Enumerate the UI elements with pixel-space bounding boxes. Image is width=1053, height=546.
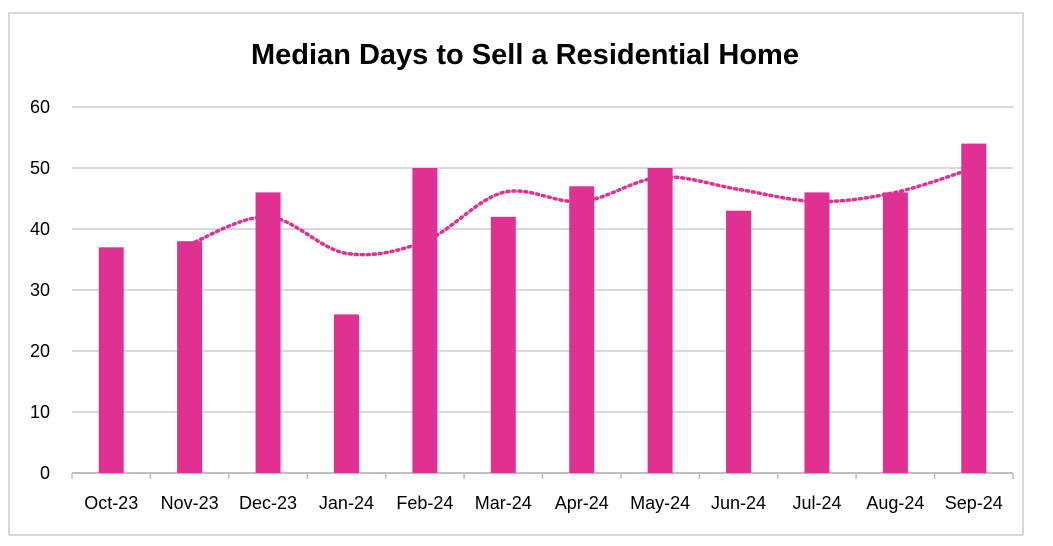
x-tick-label: Aug-24 bbox=[866, 493, 924, 513]
gridlines bbox=[71, 106, 1014, 479]
bar bbox=[177, 241, 203, 473]
bar bbox=[255, 192, 281, 473]
y-tick-label: 40 bbox=[30, 219, 50, 239]
y-tick-label: 0 bbox=[40, 463, 50, 483]
x-tick-label: Jun-24 bbox=[711, 493, 766, 513]
x-tick-label: Mar-24 bbox=[475, 493, 532, 513]
y-axis: 0 10 20 30 40 50 60 bbox=[30, 97, 50, 483]
y-tick-label: 60 bbox=[30, 97, 50, 117]
bar bbox=[490, 216, 516, 474]
bar bbox=[961, 143, 987, 473]
y-tick-label: 10 bbox=[30, 402, 50, 422]
trendline bbox=[187, 166, 976, 257]
bar bbox=[98, 247, 124, 473]
x-tick-label: Apr-24 bbox=[555, 493, 609, 513]
x-tick-label: Jul-24 bbox=[792, 493, 841, 513]
bars bbox=[98, 143, 987, 474]
x-tick-label: May-24 bbox=[630, 493, 690, 513]
bar bbox=[647, 168, 673, 473]
x-tick-label: Oct-23 bbox=[84, 493, 138, 513]
y-tick-label: 30 bbox=[30, 280, 50, 300]
x-axis: Oct-23 Nov-23 Dec-23 Jan-24 Feb-24 Mar-24 Apr-… bbox=[84, 493, 1003, 513]
y-tick-label: 20 bbox=[30, 341, 50, 361]
bar bbox=[333, 314, 359, 473]
y-tick-label: 50 bbox=[30, 158, 50, 178]
bar bbox=[726, 210, 752, 473]
x-tick-label: Dec-23 bbox=[239, 493, 297, 513]
bar bbox=[412, 168, 438, 473]
bar bbox=[804, 192, 830, 473]
bar bbox=[569, 186, 595, 474]
bar bbox=[882, 192, 908, 473]
x-tick-label: Jan-24 bbox=[319, 493, 374, 513]
moving-average-line bbox=[187, 166, 976, 257]
x-tick-label: Sep-24 bbox=[945, 493, 1003, 513]
chart-title: Median Days to Sell a Residential Home bbox=[251, 39, 799, 71]
x-tick-label: Nov-23 bbox=[161, 493, 219, 513]
x-tick-label: Feb-24 bbox=[396, 493, 453, 513]
